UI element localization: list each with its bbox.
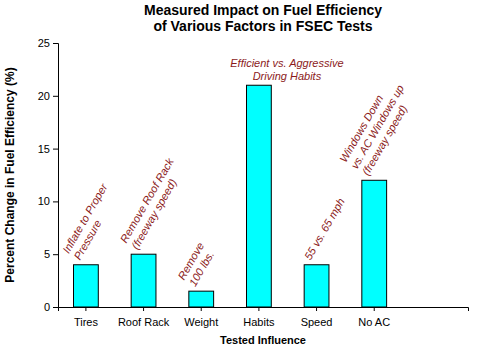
tick-mark — [53, 254, 58, 255]
tick: Speed — [301, 307, 333, 328]
tick-mark — [201, 307, 202, 311]
tick-mark — [316, 307, 317, 311]
bar — [189, 291, 214, 307]
bars — [74, 85, 387, 307]
tick-label: 15 — [38, 143, 50, 155]
annotation-line: Efficient vs. Aggressive — [230, 57, 343, 69]
annotation: Remove100 lbs. — [175, 240, 217, 288]
tick-label: 20 — [38, 90, 50, 102]
tick-label: Roof Rack — [118, 316, 170, 328]
tick-mark — [143, 307, 144, 311]
tick-mark — [374, 307, 375, 311]
tick: 15 — [38, 143, 58, 155]
axis-line — [59, 308, 469, 312]
tick-label: 25 — [38, 37, 50, 49]
tick-label: Habits — [243, 316, 275, 328]
title: Measured Impact on Fuel Efficiencyof Var… — [144, 2, 382, 34]
bar — [74, 265, 99, 307]
tick: 0 — [44, 301, 58, 313]
tick-mark — [85, 307, 86, 311]
annotation: Inflate to ProperPressure — [60, 180, 121, 261]
tick-label: Weight — [184, 316, 218, 328]
bar — [304, 265, 329, 307]
tick-label: 5 — [44, 248, 50, 260]
title-line: of Various Factors in FSEC Tests — [153, 18, 372, 34]
bar — [246, 85, 271, 307]
tick: Weight — [184, 307, 218, 328]
tick-label: Speed — [301, 316, 333, 328]
annotation-line: 100 lbs. — [187, 249, 217, 288]
tick: No AC — [358, 307, 390, 328]
annotation: 55 vs. 65 mph — [302, 196, 347, 262]
chart: 0 5 10 15 20 25 Tires Roof Rack Weight Habits Spee… — [0, 0, 500, 350]
x-axis: Tires Roof Rack Weight Habits Speed No AC — [59, 307, 469, 328]
tick-mark — [53, 307, 58, 308]
annotation-line: Driving Habits — [253, 70, 322, 82]
annotation-line: (freeway speed) — [360, 103, 410, 178]
tick-label: 10 — [38, 195, 50, 207]
tick-label: Tires — [74, 316, 99, 328]
tick: 5 — [44, 248, 58, 260]
tick: Habits — [243, 307, 275, 328]
tick: Tires — [74, 307, 99, 328]
annotation-line: 55 vs. 65 mph — [302, 196, 347, 262]
annotation: Efficient vs. AggressiveDriving Habits — [230, 57, 343, 82]
tick-mark — [258, 307, 259, 311]
tick-mark — [53, 96, 58, 97]
tick-mark — [53, 201, 58, 202]
tick: 10 — [38, 195, 58, 207]
y-axis: 0 5 10 15 20 25 — [38, 37, 59, 313]
tick-label: No AC — [358, 316, 390, 328]
annotation-line: Pressure — [71, 218, 103, 262]
annotation: Windows Downvs. AC Windows up(freeway sp… — [337, 76, 417, 177]
axis-line — [53, 44, 59, 308]
annotations: Inflate to ProperPressureRemove Roof Rac… — [60, 57, 417, 288]
bar — [131, 254, 156, 307]
tick-label: 0 — [44, 301, 50, 313]
tick: Roof Rack — [118, 307, 170, 328]
annotation-line: (freeway speed) — [129, 177, 179, 252]
annotation: Remove Roof Rack(freeway speed) — [118, 156, 188, 252]
tick-mark — [53, 149, 58, 150]
tick: 25 — [38, 37, 58, 49]
y-axis-title: Percent Change in Fuel Efficiency (%) — [3, 67, 17, 282]
tick-mark — [53, 43, 58, 44]
x-axis-title: Tested Influence — [220, 334, 306, 346]
tick: 20 — [38, 90, 58, 102]
bar — [362, 180, 387, 307]
title-line: Measured Impact on Fuel Efficiency — [144, 2, 382, 18]
